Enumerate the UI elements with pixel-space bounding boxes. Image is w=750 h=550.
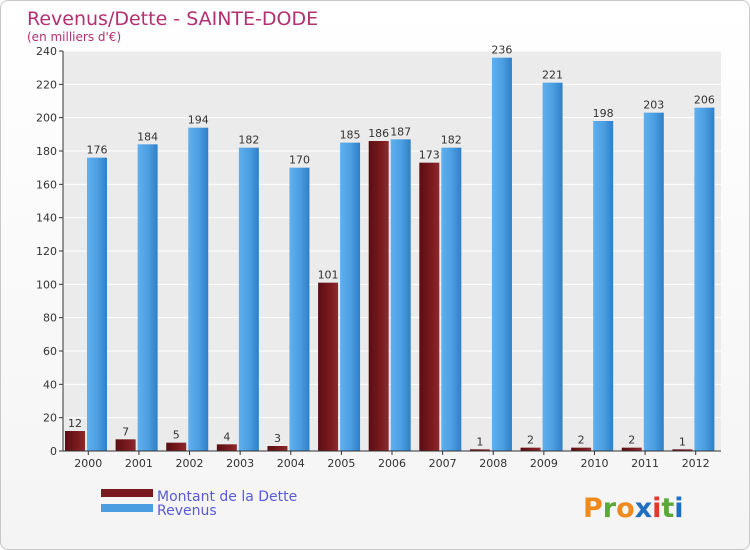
value-label: 186	[368, 127, 389, 140]
logo-letter: t	[661, 493, 674, 524]
value-label: 206	[694, 94, 715, 107]
bar-revenus	[289, 167, 310, 451]
x-tick-label: 2011	[631, 457, 659, 470]
proxiti-logo: Proxiti	[583, 493, 684, 524]
value-label: 198	[593, 107, 614, 120]
bar-dette	[318, 282, 339, 451]
y-tick-label: 180	[36, 145, 57, 158]
bar-dette	[166, 442, 187, 451]
value-label: 12	[68, 417, 82, 430]
value-label: 7	[122, 425, 129, 438]
value-label: 4	[223, 430, 230, 443]
value-label: 194	[188, 114, 209, 127]
bar-revenus	[188, 127, 209, 452]
value-label: 170	[289, 154, 310, 167]
y-tick-label: 140	[36, 212, 57, 225]
bar-dette	[571, 447, 592, 451]
bar-revenus	[694, 107, 715, 452]
x-tick-label: 2008	[479, 457, 507, 470]
bar-revenus	[593, 121, 614, 451]
y-tick-label: 200	[36, 112, 57, 125]
bar-revenus	[491, 57, 512, 452]
value-label: 221	[542, 69, 563, 82]
bar-revenus	[340, 142, 361, 451]
bar-revenus	[643, 112, 664, 452]
value-label: 182	[441, 134, 462, 147]
value-label: 1	[679, 435, 686, 448]
logo-letter: o	[616, 493, 635, 524]
logo-letter: i	[674, 493, 683, 524]
chart-title: Revenus/Dette - SAINTE-DODE	[27, 8, 318, 30]
y-tick-label: 120	[36, 245, 57, 258]
x-tick-label: 2012	[682, 457, 710, 470]
chart-subtitle: (en milliers d'€)	[27, 30, 121, 44]
legend-label-revenus: Revenus	[157, 503, 217, 519]
y-tick-label: 160	[36, 178, 57, 191]
axes: 0 20 40 60 80 100 120 140 160 180 200 220 240 2000 200…	[36, 45, 721, 470]
bar-dette	[520, 447, 541, 451]
bar-revenus	[441, 147, 462, 451]
x-tick-label: 2000	[74, 457, 102, 470]
y-tick-label: 80	[43, 312, 57, 325]
y-tick-label: 220	[36, 78, 57, 91]
value-label: 5	[173, 429, 180, 442]
value-label: 3	[274, 432, 281, 445]
bar-dette	[216, 444, 237, 451]
y-tick-label: 20	[43, 412, 57, 425]
value-label: 2	[628, 434, 635, 447]
value-label: 185	[340, 129, 361, 142]
legend-swatch-dette	[101, 489, 153, 497]
bar-dette	[267, 446, 288, 451]
value-label: 176	[87, 144, 108, 157]
y-tick-label: 240	[36, 45, 57, 58]
y-tick-label: 40	[43, 378, 57, 391]
value-label: 173	[419, 149, 440, 162]
x-tick-label: 2007	[429, 457, 457, 470]
x-tick-label: 2010	[580, 457, 608, 470]
value-label: 203	[643, 99, 664, 112]
y-tick-label: 60	[43, 345, 57, 358]
logo-letter: r	[603, 493, 617, 524]
bar-dette	[115, 439, 136, 451]
bar-dette	[65, 431, 85, 451]
x-tick-label: 2009	[530, 457, 558, 470]
logo-letter: x	[635, 493, 652, 524]
logo-letter: P	[583, 493, 603, 524]
bar-revenus	[542, 82, 563, 452]
legend: Montant de la Dette Revenus	[101, 489, 297, 519]
legend-label-dette: Montant de la Dette	[157, 489, 297, 505]
bar-dette	[672, 449, 693, 451]
bar-dette	[419, 162, 440, 451]
bar-revenus	[238, 147, 259, 451]
bar-dette	[469, 449, 490, 451]
bar-dette	[368, 141, 389, 451]
bar-revenus	[137, 144, 158, 452]
x-tick-label: 2004	[277, 457, 305, 470]
value-label: 2	[527, 434, 534, 447]
value-label: 187	[390, 125, 411, 138]
value-label: 236	[491, 44, 512, 57]
legend-swatch-revenus	[101, 504, 153, 512]
bar-dette	[621, 447, 642, 451]
x-tick-label: 2005	[327, 457, 355, 470]
x-tick-label: 2002	[176, 457, 204, 470]
x-tick-label: 2001	[125, 457, 153, 470]
x-tick-label: 2003	[226, 457, 254, 470]
bar-revenus	[390, 139, 411, 452]
y-tick-label: 0	[50, 445, 57, 458]
x-tick-label: 2006	[378, 457, 406, 470]
value-label: 184	[137, 130, 158, 143]
value-label: 1	[476, 435, 483, 448]
value-label: 182	[238, 134, 259, 147]
y-tick-label: 100	[36, 278, 57, 291]
bar-revenus	[87, 157, 107, 451]
value-label: 2	[578, 434, 585, 447]
value-label: 101	[318, 269, 339, 282]
logo-letter: i	[652, 493, 661, 524]
